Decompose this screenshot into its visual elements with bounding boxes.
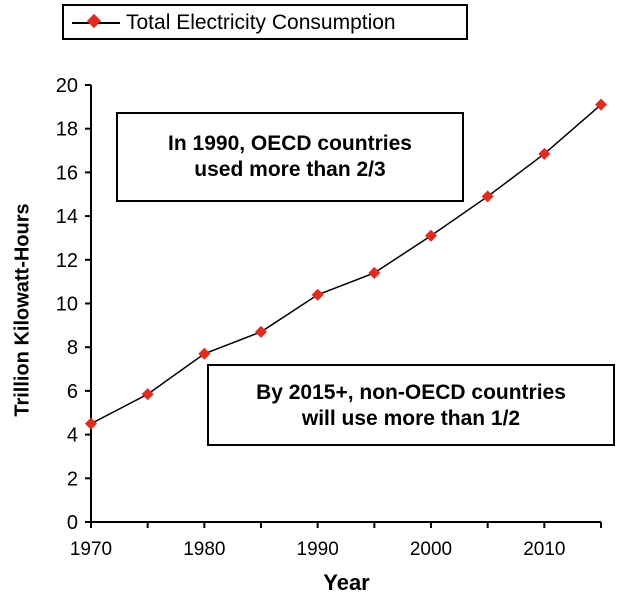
data-point [595,98,607,111]
data-point [255,325,267,338]
y-axis-label-text: Trillion Kilowatt-Hours [11,203,34,417]
annotation-line: By 2015+, non-OECD countries [256,381,566,404]
series-layer [85,98,607,430]
data-point [198,347,211,360]
y-tick-label: 6 [67,381,78,403]
annotation-line: used more than 2/3 [194,158,386,181]
annotation-line: In 1990, OECD countries [168,132,412,155]
data-point [538,147,551,160]
annotation-oecd-1990: In 1990, OECD countries used more than 2… [116,112,464,202]
y-tick-label: 0 [67,512,78,534]
annotation-non-oecd-2015: By 2015+, non-OECD countries will use mo… [207,364,615,446]
x-tick-label: 1970 [70,539,112,560]
y-tick-label: 12 [56,250,78,272]
legend: Total Electricity Consumption [62,4,468,40]
legend-diamond-icon [86,13,102,29]
data-point [85,417,97,430]
series-line [90,104,602,425]
y-tick-label: 18 [56,119,78,141]
data-point [425,229,437,242]
x-tick-label: 1990 [297,539,339,560]
x-tick-label: 2010 [523,539,565,560]
x-tick-label: 2000 [410,539,452,560]
y-tick-label: 2 [67,468,78,490]
x-axis-label: Year [0,570,619,596]
legend-label: Total Electricity Consumption [126,11,396,34]
y-tick-label: 4 [67,425,78,447]
y-tick-label: 14 [56,206,78,228]
y-tick-label: 10 [56,294,78,316]
y-tick-label: 8 [67,337,78,359]
y-axis-ticks: 0 2 4 6 8 10 12 14 16 18 20 [56,75,91,534]
annotation-line: will use more than 1/2 [301,407,521,430]
x-tick-label: 1980 [183,539,225,560]
data-point [481,190,494,203]
data-point [368,266,381,279]
y-tick-label: 16 [56,162,78,184]
y-tick-label: 20 [56,75,78,97]
y-axis-label: Trillion Kilowatt-Hours [3,203,43,416]
data-point [141,388,154,401]
x-axis-label-text: Year [323,570,370,595]
x-axis-ticks: 1970 1980 1990 2000 2010 [70,522,602,560]
data-point [311,288,324,301]
